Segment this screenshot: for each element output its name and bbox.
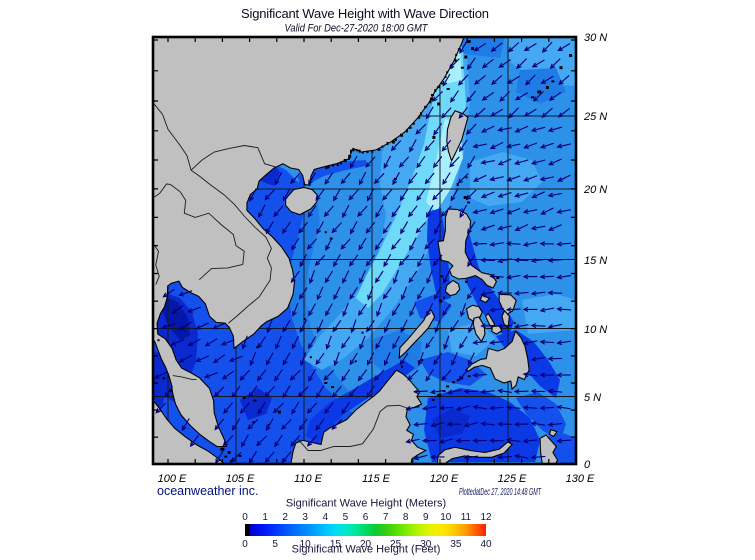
svg-text:1: 1 xyxy=(262,512,268,523)
svg-text:4: 4 xyxy=(323,512,329,523)
svg-text:125 E: 125 E xyxy=(498,473,527,485)
svg-text:5: 5 xyxy=(272,539,278,550)
svg-text:Significant Wave Height (Meter: Significant Wave Height (Meters) xyxy=(286,498,446,510)
svg-text:Significant Wave Height with W: Significant Wave Height with Wave Direct… xyxy=(241,6,489,21)
svg-text:5: 5 xyxy=(343,512,349,523)
svg-text:5 N: 5 N xyxy=(584,392,601,404)
svg-text:130 E: 130 E xyxy=(566,473,595,485)
svg-text:12: 12 xyxy=(480,512,492,523)
svg-text:25: 25 xyxy=(390,539,402,550)
svg-text:35: 35 xyxy=(450,539,462,550)
svg-text:0: 0 xyxy=(242,539,248,550)
svg-text:15: 15 xyxy=(330,539,342,550)
svg-text:105 E: 105 E xyxy=(226,473,255,485)
svg-text:7: 7 xyxy=(383,512,389,523)
svg-text:0: 0 xyxy=(242,512,248,523)
svg-text:10: 10 xyxy=(440,512,452,523)
svg-text:115 E: 115 E xyxy=(362,473,391,485)
svg-text:Valid For Dec-27-2020 18:00 GM: Valid For Dec-27-2020 18:00 GMT xyxy=(285,23,429,35)
svg-text:15 N: 15 N xyxy=(584,255,607,267)
svg-text:20 N: 20 N xyxy=(583,184,607,196)
svg-text:2: 2 xyxy=(282,512,288,523)
svg-text:110 E: 110 E xyxy=(294,473,323,485)
svg-text:11: 11 xyxy=(461,512,472,523)
svg-text:8: 8 xyxy=(403,512,409,523)
svg-text:oceanweather inc.: oceanweather inc. xyxy=(157,484,258,498)
svg-text:9: 9 xyxy=(423,512,429,523)
svg-text:40: 40 xyxy=(480,539,492,550)
svg-text:20: 20 xyxy=(360,539,372,550)
svg-text:6: 6 xyxy=(363,512,369,523)
svg-text:120 E: 120 E xyxy=(430,473,459,485)
svg-text:PlottedatDec 27, 2020 14:48 GM: PlottedatDec 27, 2020 14:48 GMT xyxy=(459,487,541,498)
svg-text:30 N: 30 N xyxy=(584,32,607,44)
svg-text:3: 3 xyxy=(302,512,308,523)
svg-text:0: 0 xyxy=(584,459,591,471)
svg-text:25 N: 25 N xyxy=(583,111,607,123)
svg-text:10: 10 xyxy=(300,539,312,550)
svg-text:100 E: 100 E xyxy=(158,473,187,485)
svg-text:30: 30 xyxy=(420,539,432,550)
svg-text:10 N: 10 N xyxy=(584,324,607,336)
svg-text:Significant Wave Height (Feet): Significant Wave Height (Feet) xyxy=(292,544,441,556)
